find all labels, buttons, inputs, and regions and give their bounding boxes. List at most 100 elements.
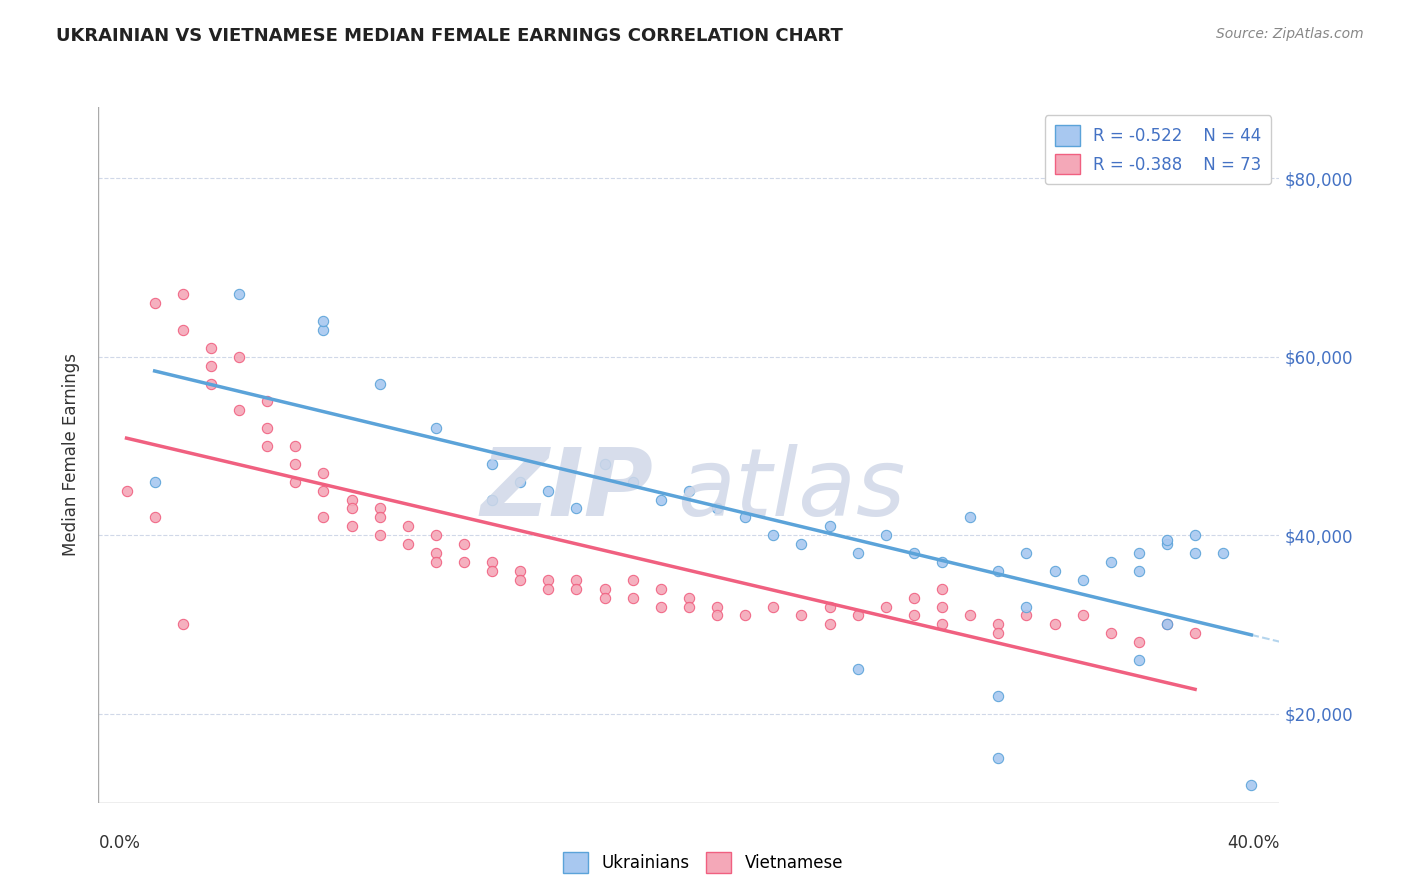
Point (1099, 555, 1122, 569)
Point (143, 296, 166, 310)
Point (762, 528, 785, 542)
Point (1099, 626, 1122, 640)
Point (1240, 778, 1263, 792)
Point (312, 510, 335, 524)
Point (368, 501, 391, 516)
Point (425, 546, 447, 560)
Point (1184, 546, 1206, 560)
Point (115, 483, 138, 498)
Point (678, 599, 700, 614)
Point (200, 341, 222, 355)
Point (734, 510, 756, 524)
Point (368, 528, 391, 542)
Point (1156, 537, 1178, 551)
Point (1184, 626, 1206, 640)
Point (228, 403, 250, 417)
Text: atlas: atlas (678, 444, 905, 535)
Point (172, 287, 194, 301)
Point (706, 501, 728, 516)
Point (284, 457, 307, 471)
Point (481, 555, 503, 569)
Point (453, 555, 475, 569)
Text: ZIP: ZIP (481, 443, 654, 536)
Point (396, 537, 419, 551)
Point (790, 537, 813, 551)
Point (846, 662, 869, 676)
Text: 0.0%: 0.0% (98, 834, 141, 852)
Point (565, 573, 588, 587)
Point (1015, 546, 1038, 560)
Point (875, 528, 897, 542)
Point (931, 617, 953, 632)
Point (425, 528, 447, 542)
Text: 40.0%: 40.0% (1227, 834, 1279, 852)
Point (903, 608, 925, 623)
Point (706, 608, 728, 623)
Point (818, 519, 841, 533)
Point (509, 475, 531, 489)
Point (818, 617, 841, 632)
Point (143, 475, 166, 489)
Point (340, 501, 363, 516)
Point (284, 475, 307, 489)
Point (762, 599, 785, 614)
Point (959, 608, 981, 623)
Text: Source: ZipAtlas.com: Source: ZipAtlas.com (1216, 27, 1364, 41)
Point (312, 314, 335, 328)
Point (256, 421, 278, 435)
Point (481, 457, 503, 471)
Point (1128, 635, 1150, 649)
Point (846, 546, 869, 560)
Point (987, 617, 1010, 632)
Point (1128, 546, 1150, 560)
Point (172, 323, 194, 337)
Point (143, 510, 166, 524)
Point (340, 519, 363, 533)
Point (537, 483, 560, 498)
Point (537, 582, 560, 596)
Legend: Ukrainians, Vietnamese: Ukrainians, Vietnamese (557, 846, 849, 880)
Point (172, 617, 194, 632)
Point (425, 421, 447, 435)
Point (650, 492, 672, 507)
Point (987, 751, 1010, 765)
Point (312, 483, 335, 498)
Point (987, 626, 1010, 640)
Point (256, 394, 278, 409)
Point (903, 546, 925, 560)
Text: UKRAINIAN VS VIETNAMESE MEDIAN FEMALE EARNINGS CORRELATION CHART: UKRAINIAN VS VIETNAMESE MEDIAN FEMALE EA… (56, 27, 844, 45)
Point (1043, 564, 1066, 578)
Point (1043, 617, 1066, 632)
Point (987, 689, 1010, 703)
Point (1015, 608, 1038, 623)
Point (537, 573, 560, 587)
Point (200, 376, 222, 391)
Point (931, 555, 953, 569)
Point (875, 599, 897, 614)
Point (790, 608, 813, 623)
Point (593, 457, 616, 471)
Y-axis label: Median Female Earnings: Median Female Earnings (62, 353, 80, 557)
Point (706, 599, 728, 614)
Point (396, 519, 419, 533)
Point (200, 359, 222, 373)
Point (931, 599, 953, 614)
Point (284, 439, 307, 453)
Point (593, 582, 616, 596)
Point (650, 582, 672, 596)
Point (1128, 564, 1150, 578)
Point (818, 599, 841, 614)
Point (903, 591, 925, 605)
Point (481, 564, 503, 578)
Point (1071, 573, 1094, 587)
Point (509, 564, 531, 578)
Legend: R = -0.522    N = 44, R = -0.388    N = 73: R = -0.522 N = 44, R = -0.388 N = 73 (1045, 115, 1271, 185)
Point (1128, 653, 1150, 667)
Point (481, 492, 503, 507)
Point (931, 582, 953, 596)
Point (312, 323, 335, 337)
Point (846, 608, 869, 623)
Point (1156, 533, 1178, 547)
Point (228, 350, 250, 364)
Point (959, 510, 981, 524)
